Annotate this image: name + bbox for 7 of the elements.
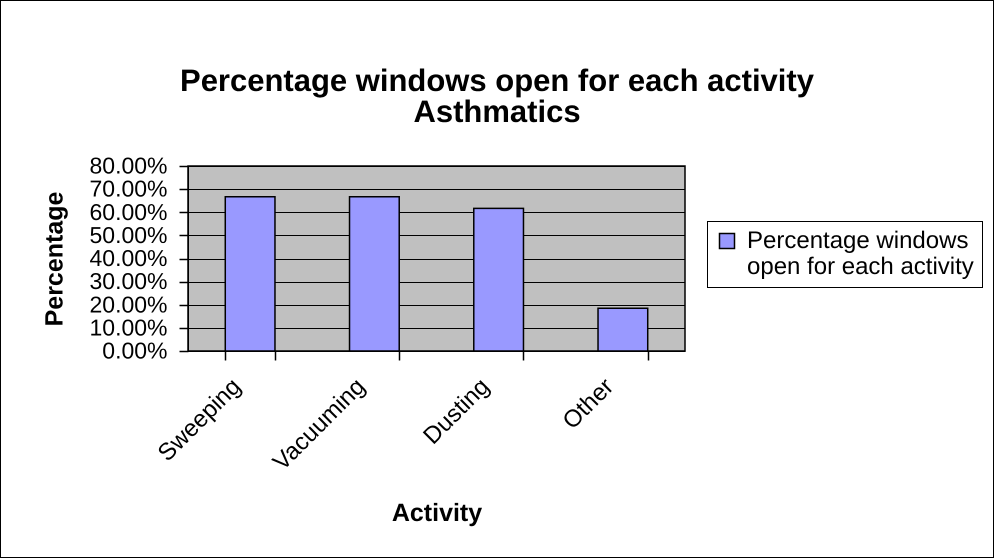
y-tick-label: 0.00% — [102, 338, 168, 364]
y-axis-title: Percentage — [40, 192, 68, 326]
y-tick-label: 40.00% — [89, 245, 168, 271]
chart-title: Percentage windows open for each activity — [180, 63, 815, 98]
x-axis-title: Activity — [392, 499, 482, 528]
y-tick-label: 80.00% — [89, 152, 168, 178]
legend-label: Percentage windows open for each activity — [747, 227, 974, 280]
